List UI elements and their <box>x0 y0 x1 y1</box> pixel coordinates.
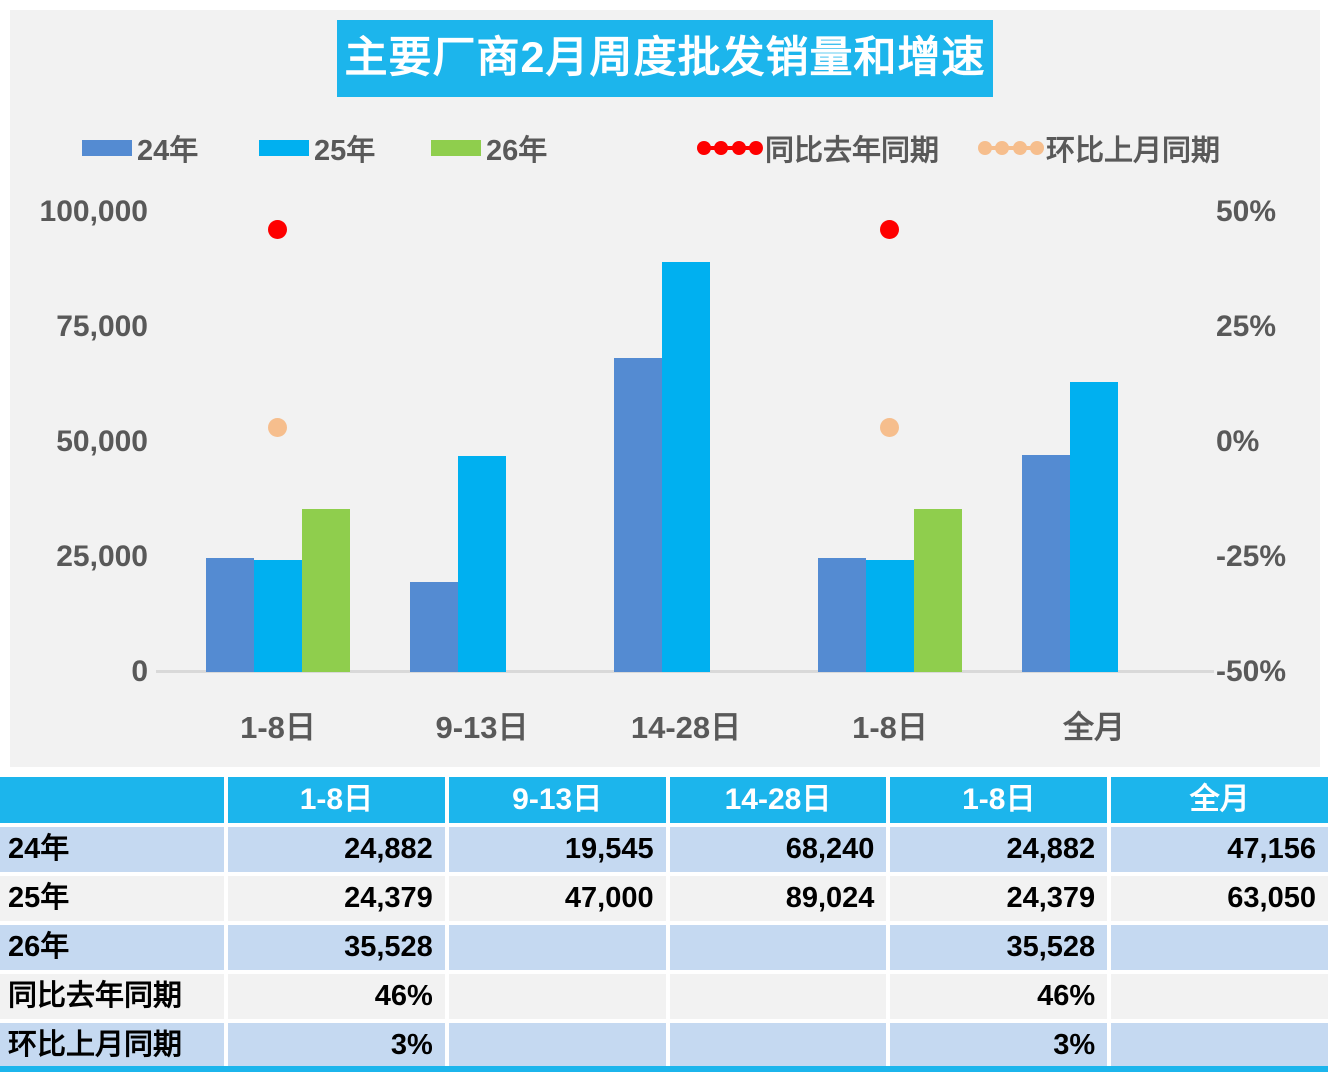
right-axis-tick: 0% <box>1216 425 1260 458</box>
x-axis-label: 9-13日 <box>435 710 529 745</box>
bar-26年-1-8日 <box>302 509 350 672</box>
legend-swatch-icon <box>431 140 481 156</box>
bar-24年-14-28日 <box>614 358 662 672</box>
x-axis-label: 1-8日 <box>240 710 316 745</box>
bar-25年-1-8日 <box>254 560 302 672</box>
chart-title: 主要厂商2月周度批发销量和增速 <box>337 20 993 97</box>
legend-dot-icon <box>1013 141 1027 155</box>
table-cell: 19,545 <box>448 827 666 872</box>
table-cell <box>1111 974 1328 1019</box>
right-axis-tick: 50% <box>1216 195 1277 228</box>
table-cell: 3% <box>228 1023 445 1068</box>
legend-item-4: 同比去年同期 <box>697 128 939 168</box>
table-header-cell: 1-8日 <box>890 777 1108 823</box>
left-axis-tick: 100,000 <box>39 195 148 228</box>
table-row-label: 24年 <box>0 827 224 872</box>
data-table: 1-8日 9-13日 14-28日 1-8日 全月 24年 24,882 19,545 68,2… <box>0 777 1328 1068</box>
bar-25年-9-13日 <box>458 456 506 672</box>
table-row-label: 26年 <box>0 925 224 970</box>
legend-item-3: 26年 <box>431 128 547 168</box>
bar-24年-全月 <box>1022 455 1070 672</box>
table-cell <box>669 974 887 1019</box>
table-cell <box>1111 1023 1328 1068</box>
bar-25年-1-8日 <box>866 560 914 672</box>
table-cell: 3% <box>890 1023 1108 1068</box>
x-axis-label: 全月 <box>1063 710 1125 745</box>
table-cell <box>669 925 887 970</box>
table-cell <box>448 1023 666 1068</box>
legend-dot-icon <box>749 141 763 155</box>
legend-dot-icon <box>714 141 728 155</box>
right-axis-tick: -25% <box>1216 540 1287 573</box>
legend-dot-icon <box>995 141 1009 155</box>
bar-25年-全月 <box>1070 382 1118 672</box>
table-cell: 35,528 <box>228 925 445 970</box>
legend-dot-icon <box>978 141 992 155</box>
table-row-label: 25年 <box>0 876 224 921</box>
legend-line-dots-icon <box>978 128 1044 168</box>
table-row-label: 环比上月同期 <box>0 1023 224 1068</box>
table-header-cell: 1-8日 <box>228 777 445 823</box>
right-axis-tick: -50% <box>1216 655 1287 688</box>
table-row-label: 同比去年同期 <box>0 974 224 1019</box>
legend-dot-icon <box>1030 141 1044 155</box>
bar-26年-1-8日 <box>914 509 962 672</box>
point-环比上月同期-1-8日 <box>268 418 287 438</box>
chart-panel: 主要厂商2月周度批发销量和增速 24年 25年 26年 同比去年同期 环比上月同期 10… <box>10 10 1320 767</box>
table-cell: 24,379 <box>228 876 445 921</box>
legend-swatch-icon <box>82 140 132 156</box>
left-axis-tick: 0 <box>131 655 148 688</box>
table-cell: 63,050 <box>1111 876 1328 921</box>
chart-legend: 24年 25年 26年 同比去年同期 环比上月同期 <box>10 128 1320 168</box>
legend-dot-icon <box>697 141 711 155</box>
table-cell: 24,882 <box>890 827 1108 872</box>
table-cell: 68,240 <box>669 827 887 872</box>
legend-item-2: 25年 <box>259 128 375 168</box>
legend-label: 同比去年同期 <box>765 135 940 167</box>
table-cell <box>669 1023 887 1068</box>
left-axis-tick: 25,000 <box>56 540 148 573</box>
left-axis-tick: 50,000 <box>56 425 148 458</box>
table-header-cell: 9-13日 <box>448 777 666 823</box>
legend-line-dots-icon <box>697 128 763 168</box>
bar-25年-14-28日 <box>662 262 710 672</box>
x-axis-label: 1-8日 <box>852 710 928 745</box>
table-cell: 24,379 <box>890 876 1108 921</box>
legend-label: 26年 <box>486 135 548 167</box>
bar-24年-9-13日 <box>410 582 458 672</box>
legend-line <box>980 146 1042 150</box>
table-header-cell: 14-28日 <box>669 777 887 823</box>
bottom-accent-strip <box>0 1066 1328 1072</box>
table-cell: 89,024 <box>669 876 887 921</box>
legend-label: 24年 <box>137 135 199 167</box>
bar-24年-1-8日 <box>206 558 254 672</box>
legend-dot-icon <box>732 141 746 155</box>
right-axis-tick: 25% <box>1216 310 1277 343</box>
legend-label: 环比上月同期 <box>1046 135 1221 167</box>
table-cell <box>1111 925 1328 970</box>
point-环比上月同期-1-8日 <box>880 418 899 438</box>
bar-24年-1-8日 <box>818 558 866 672</box>
left-axis-tick: 75,000 <box>56 310 148 343</box>
table-cell <box>448 925 666 970</box>
x-axis-label: 14-28日 <box>630 710 742 745</box>
point-同比去年同期-1-8日 <box>880 220 899 240</box>
table-cell: 47,156 <box>1111 827 1328 872</box>
table-cell: 24,882 <box>228 827 445 872</box>
table-cell <box>448 974 666 1019</box>
legend-label: 25年 <box>314 135 376 167</box>
table-header-corner <box>0 777 224 823</box>
legend-item-5: 环比上月同期 <box>978 128 1220 168</box>
table-cell: 46% <box>228 974 445 1019</box>
point-同比去年同期-1-8日 <box>268 220 287 240</box>
legend-line <box>699 146 761 150</box>
legend-swatch-icon <box>259 140 309 156</box>
table-header-cell: 全月 <box>1111 777 1328 823</box>
table-cell: 47,000 <box>448 876 666 921</box>
table-cell: 46% <box>890 974 1108 1019</box>
legend-item-1: 24年 <box>82 128 198 168</box>
table-cell: 35,528 <box>890 925 1108 970</box>
